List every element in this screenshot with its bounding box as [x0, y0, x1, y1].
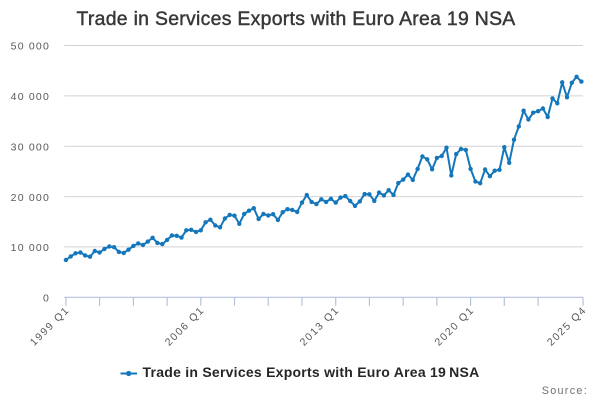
svg-text:Trade in Services Exports with: Trade in Services Exports with Euro Area…	[76, 8, 515, 30]
svg-text:20 000: 20 000	[11, 192, 50, 204]
svg-text:0: 0	[43, 293, 50, 305]
svg-text:Source:: Source:	[542, 385, 588, 397]
svg-text:30 000: 30 000	[11, 141, 50, 153]
svg-text:40 000: 40 000	[11, 91, 50, 103]
svg-text:Trade in Services Exports with: Trade in Services Exports with Euro Area…	[143, 364, 480, 380]
svg-text:50 000: 50 000	[11, 41, 50, 53]
svg-text:10 000: 10 000	[11, 242, 50, 254]
